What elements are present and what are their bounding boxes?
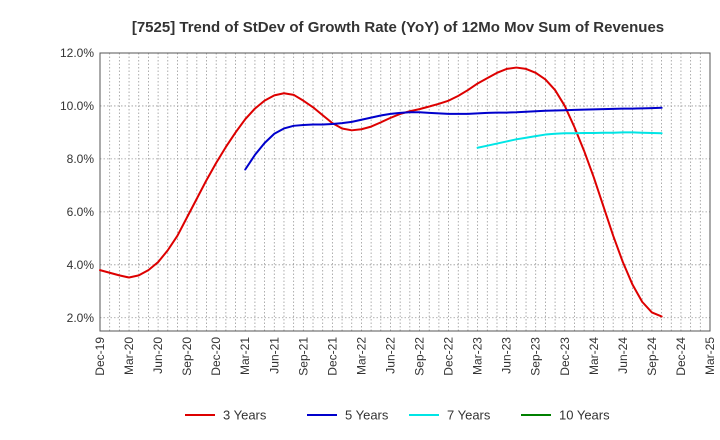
x-tick-label: Sep-22	[413, 337, 427, 376]
x-tick-label: Jun-24	[616, 337, 630, 374]
x-tick-label: Sep-23	[529, 337, 543, 376]
x-tick-label: Dec-19	[93, 337, 107, 376]
plot-frame	[99, 52, 711, 332]
y-tick-label: 10.0%	[60, 99, 94, 113]
x-tick-label: Mar-22	[354, 337, 368, 375]
x-tick-label: Dec-22	[442, 337, 456, 376]
legend-label: 3 Years	[223, 408, 267, 423]
y-tick-label: 12.0%	[60, 46, 94, 60]
x-tick-label: Mar-20	[122, 337, 136, 375]
x-tick-label: Sep-20	[180, 337, 194, 376]
series-line-5-years	[244, 106, 663, 171]
x-tick-label: Jun-22	[383, 337, 397, 374]
x-tick-label: Dec-21	[325, 337, 339, 376]
x-tick-label: Dec-24	[674, 337, 688, 376]
x-tick-label: Sep-21	[296, 337, 310, 376]
y-tick-label: 2.0%	[67, 311, 95, 325]
legend: 3 Years 5 Years 7 Years 10 Years	[185, 408, 610, 423]
series-line-7-years	[476, 131, 663, 149]
series-lines	[99, 66, 663, 318]
series-line-3-years	[99, 66, 663, 318]
x-tick-label: Mar-23	[471, 337, 485, 375]
y-tick-label: 4.0%	[67, 258, 95, 272]
legend-label: 10 Years	[559, 408, 610, 423]
x-tick-label: Dec-20	[209, 337, 223, 376]
x-tick-label: Jun-21	[267, 337, 281, 374]
y-tick-label: 6.0%	[67, 205, 95, 219]
axes: 2.0% 4.0% 6.0% 8.0% 10.0% 12.0% Dec-19 Mar-20 Ju…	[60, 46, 717, 376]
x-tick-label: Sep-24	[645, 337, 659, 376]
x-tick-label: Jun-23	[500, 337, 514, 374]
chart-title: [7525] Trend of StDev of Growth Rate (Yo…	[132, 19, 664, 36]
y-tick-label: 8.0%	[67, 152, 95, 166]
x-tick-label: Jun-20	[151, 337, 165, 374]
grid	[100, 52, 710, 331]
legend-label: 5 Years	[345, 408, 389, 423]
legend-label: 7 Years	[447, 408, 491, 423]
x-tick-label: Dec-23	[558, 337, 572, 376]
x-tick-label: Mar-21	[238, 337, 252, 375]
x-tick-label: Mar-24	[587, 337, 601, 375]
x-tick-label: Mar-25	[703, 337, 717, 375]
